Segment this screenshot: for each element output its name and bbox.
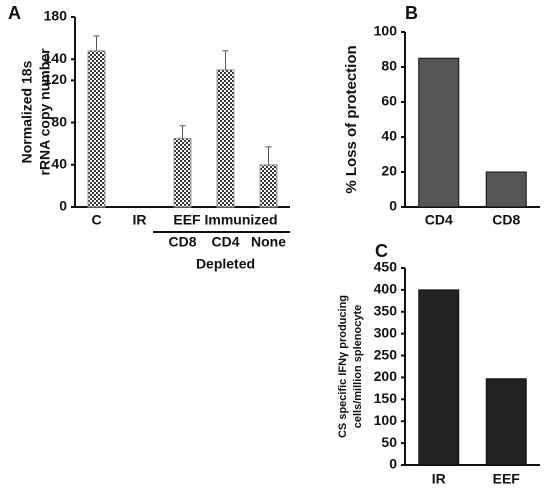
bar <box>216 69 235 208</box>
x-tick-label: CD4 <box>211 234 239 250</box>
y-tick-label: 20 <box>381 163 397 179</box>
y-tick-label: 80 <box>51 113 67 129</box>
y-tick-label: 0 <box>389 198 397 214</box>
y-axis-label: CS specific IFNγ producing <box>337 295 349 438</box>
y-tick-label: 200 <box>374 368 398 384</box>
y-tick-label: 140 <box>44 50 68 66</box>
group-label: EEF Immunized <box>173 212 277 228</box>
y-tick-label: 60 <box>381 93 397 109</box>
bar <box>87 50 106 208</box>
y-axis-label: Normalized 18s <box>19 60 35 163</box>
y-tick-label: 0 <box>389 456 397 472</box>
bar <box>418 57 460 208</box>
y-tick-label: 40 <box>381 128 397 144</box>
x-tick-label: EEF <box>493 471 521 487</box>
y-tick-label: 150 <box>374 390 398 406</box>
y-tick-label: 300 <box>374 324 398 340</box>
bar <box>173 137 192 208</box>
bar <box>485 378 527 466</box>
x-tick-label: IR <box>432 471 446 487</box>
group-label: Depleted <box>196 256 255 272</box>
panel-label: C <box>375 241 388 261</box>
x-tick-label: IR <box>133 212 147 228</box>
bar <box>259 164 278 208</box>
y-tick-label: 120 <box>44 71 68 87</box>
x-tick-label: None <box>251 234 286 250</box>
x-tick-label: CD8 <box>168 234 196 250</box>
y-tick-label: 450 <box>374 259 398 275</box>
y-tick-label: 0 <box>59 198 67 214</box>
x-tick-label: CD8 <box>492 212 520 228</box>
panel-label: B <box>405 3 418 23</box>
y-axis-label: cells/million splenocyte <box>352 305 364 429</box>
bar <box>485 171 527 208</box>
y-tick-label: 100 <box>374 23 398 39</box>
y-axis-label: rRNA copy number <box>37 48 53 176</box>
y-tick-label: 180 <box>44 8 68 24</box>
x-tick-label: C <box>91 212 101 228</box>
y-tick-label: 350 <box>374 302 398 318</box>
y-axis-label: % Loss of protection <box>343 45 360 193</box>
bar <box>418 289 460 466</box>
x-tick-label: CD4 <box>425 212 453 228</box>
y-tick-label: 50 <box>381 434 397 450</box>
panel-label: A <box>8 3 21 23</box>
y-tick-label: 100 <box>374 412 398 428</box>
y-tick-label: 400 <box>374 281 398 297</box>
y-tick-label: 40 <box>51 155 67 171</box>
y-tick-label: 80 <box>381 58 397 74</box>
y-tick-label: 250 <box>374 346 398 362</box>
